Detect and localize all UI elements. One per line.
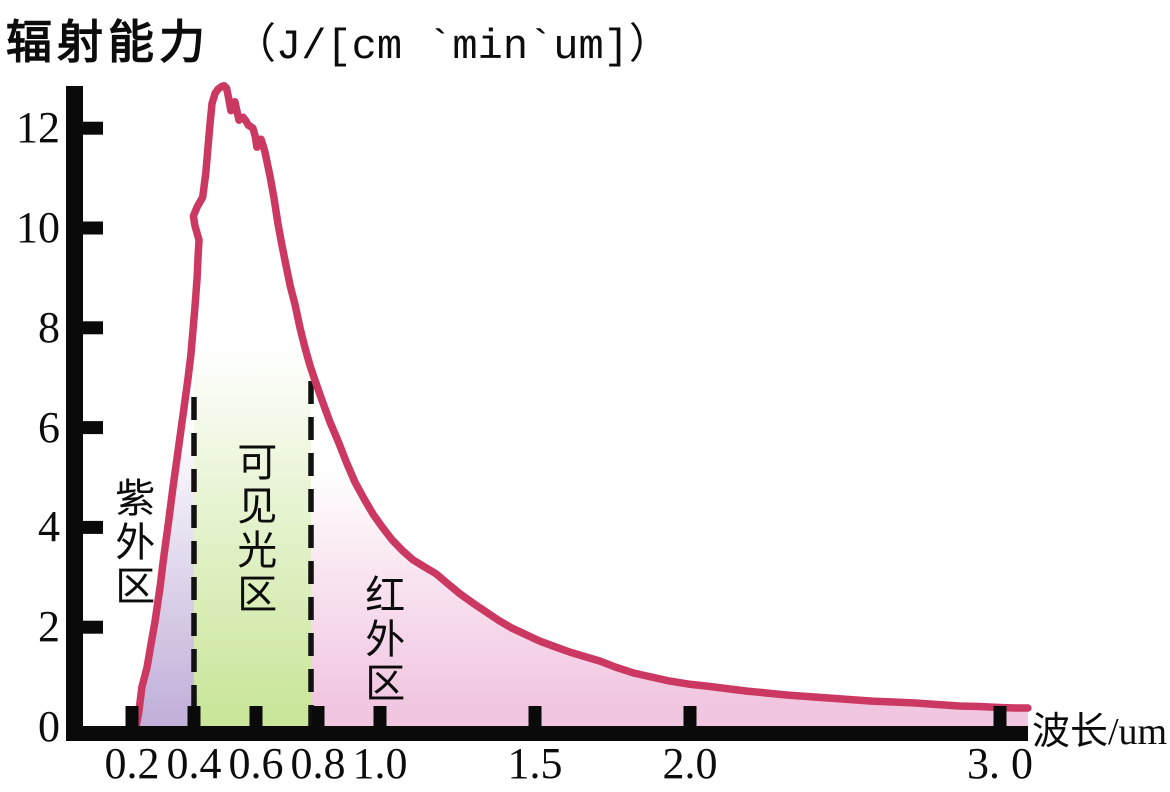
x-tick-label-0.2: 0.2 <box>104 739 160 788</box>
x-axis-line <box>66 726 1028 741</box>
x-tick-label-1.5: 1.5 <box>507 739 563 788</box>
x-tick-0.6 <box>249 706 263 726</box>
area-fill-infrared <box>311 368 1028 726</box>
x-tick-0.2 <box>125 706 139 726</box>
area-fill-ultraviolet <box>136 214 194 726</box>
y-tick-label-2: 2 <box>38 602 60 652</box>
y-tick-label-8: 8 <box>38 302 60 352</box>
region-label-infrared: 红外区 <box>359 574 405 706</box>
y-axis-units: （J/[cm `min`um]） <box>234 23 671 71</box>
x-tick-1 <box>373 706 387 726</box>
y-axis-title: 辐射能力 （J/[cm `min`um]） <box>6 6 671 72</box>
y-tick-4 <box>83 520 103 534</box>
y-tick-12 <box>83 121 103 135</box>
y-tick-10 <box>83 221 103 235</box>
y-tick-6 <box>83 421 103 435</box>
region-label-ultraviolet: 紫外区 <box>109 477 155 609</box>
x-tick-label-0.4: 0.4 <box>166 739 222 788</box>
x-tick-label-2: 2.0 <box>662 739 718 788</box>
y-tick-label-10: 10 <box>16 203 60 252</box>
x-axis-title: 波长/um <box>1032 711 1168 753</box>
y-axis-line <box>66 86 83 741</box>
radiation-curve <box>132 82 1032 731</box>
region-label-visible-light: 可见光区 <box>231 441 277 617</box>
x-tick-1.5 <box>528 706 542 726</box>
x-tick-3 <box>993 706 1007 726</box>
x-tick-label-0.8: 0.8 <box>290 739 346 788</box>
y-tick-label-6: 6 <box>38 402 60 452</box>
y-tick-label-4: 4 <box>38 502 60 552</box>
y-tick-2 <box>83 620 103 634</box>
y-tick-label-0: 0 <box>38 702 60 751</box>
x-tick-label-0.6: 0.6 <box>228 739 284 788</box>
y-tick-8 <box>83 321 103 335</box>
y-tick-label-12: 12 <box>16 103 60 153</box>
x-tick-0.8 <box>311 706 325 726</box>
x-tick-0.4 <box>187 706 201 726</box>
y-axis-title-text: 辐射能力 <box>6 17 210 68</box>
x-tick-2 <box>683 706 697 726</box>
x-tick-label-3: 3. 0 <box>967 739 1033 788</box>
x-tick-label-1: 1.0 <box>352 739 408 788</box>
